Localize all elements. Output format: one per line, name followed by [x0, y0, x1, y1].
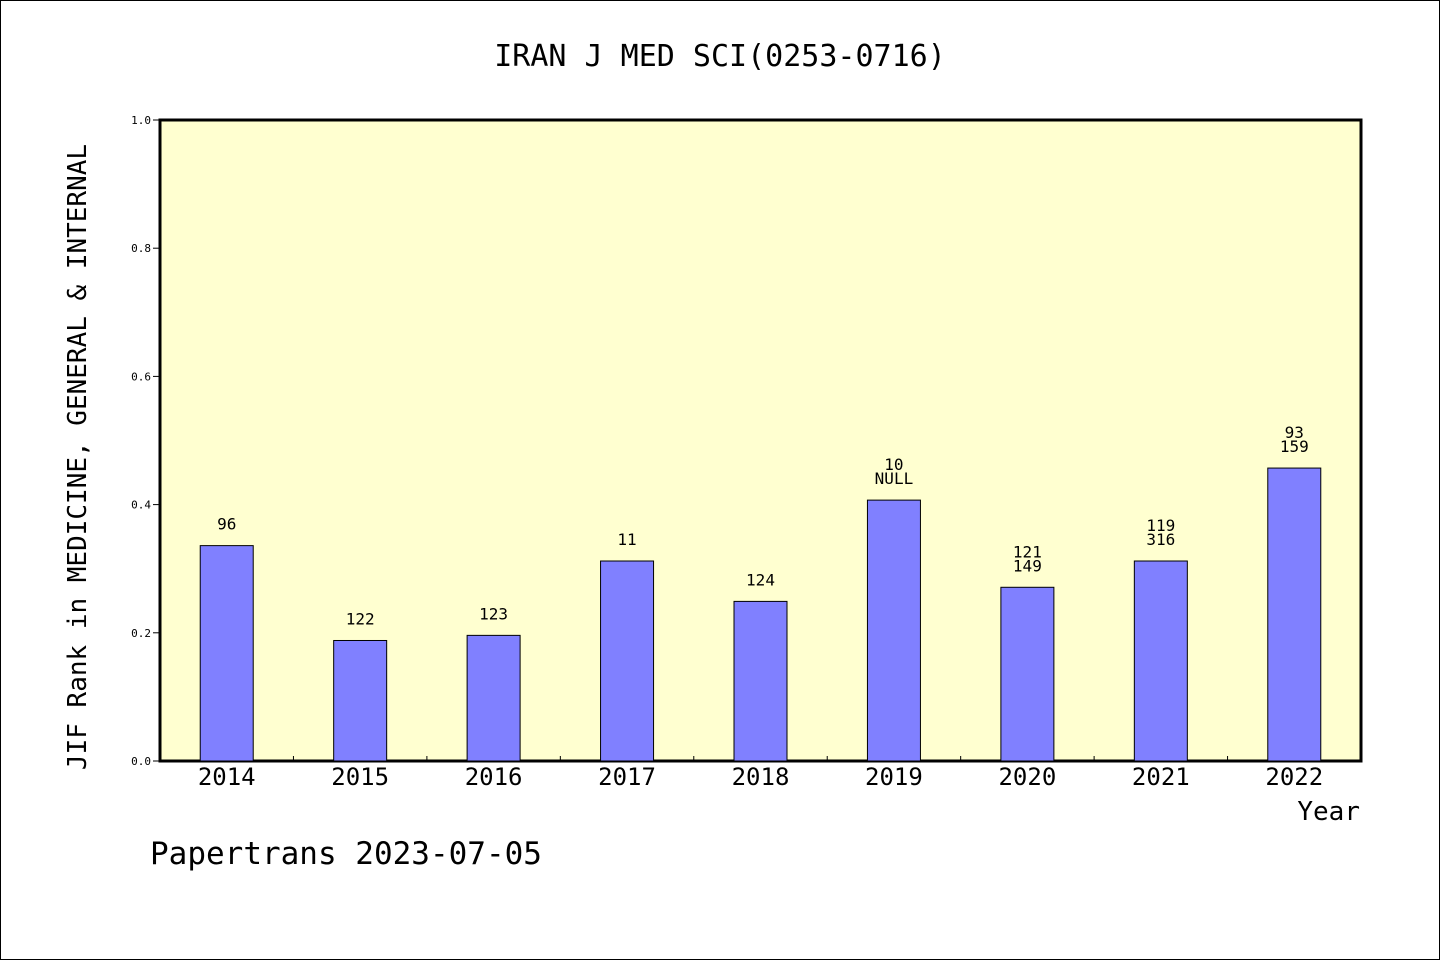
- bar-data-label: 124: [746, 570, 775, 589]
- bar-2015: [333, 639, 388, 762]
- bar-2017: [600, 560, 655, 762]
- bar-2021: [1133, 560, 1188, 762]
- y-tick-label: 0.8: [131, 242, 151, 255]
- bar-2019: [866, 499, 921, 762]
- x-tick-label: 2019: [865, 763, 923, 791]
- y-tick-label: 0.0: [131, 755, 151, 768]
- y-axis-ticks: 0.0 0.2 0.4 0.6 0.8 1.0: [131, 114, 160, 768]
- bar-data-label: 149: [1013, 556, 1042, 575]
- bar-data-label: 121: [1013, 542, 1042, 561]
- bar-data-label: 123: [479, 604, 508, 623]
- x-tick-label: 2020: [998, 763, 1056, 791]
- bar-data-label: 119: [1146, 516, 1175, 535]
- bar-2016: [466, 634, 521, 762]
- y-tick-label: 0.4: [131, 499, 151, 512]
- x-tick-label: 2018: [732, 763, 790, 791]
- x-tick-label: 2015: [331, 763, 389, 791]
- y-tick-label: 1.0: [131, 114, 151, 127]
- y-axis-label: JIF Rank in MEDICINE, GENERAL & INTERNAL: [63, 144, 93, 770]
- x-axis-label: Year: [1297, 797, 1360, 827]
- bar-data-label: 159: [1280, 437, 1309, 456]
- bar-2014: [199, 545, 254, 762]
- bar-data-label: 316: [1146, 530, 1175, 549]
- x-tick-label: 2016: [465, 763, 523, 791]
- x-tick-label: 2017: [598, 763, 656, 791]
- x-tick-label: 2022: [1265, 763, 1323, 791]
- x-tick-label: 2021: [1132, 763, 1190, 791]
- bar-data-label: NULL: [875, 469, 914, 488]
- bar-2020: [1000, 586, 1055, 762]
- chart-title: IRAN J MED SCI(0253-0716): [494, 39, 946, 74]
- x-tick-label: 2014: [198, 763, 256, 791]
- y-tick-label: 0.6: [131, 370, 151, 383]
- y-tick-label: 0.2: [131, 627, 151, 640]
- bar-data-label: 93: [1285, 423, 1304, 442]
- bar-2018: [733, 600, 788, 762]
- bar-data-label: 122: [346, 609, 375, 628]
- bar-data-label: 11: [617, 530, 636, 549]
- x-axis-ticks: 2014 2015 2016 2017 2018 2019 2020 2021 2022: [198, 756, 1323, 791]
- footer-credit: Papertrans 2023-07-05: [150, 836, 542, 872]
- bar-data-label: 96: [217, 515, 236, 534]
- bar-data-label: 10: [884, 455, 903, 474]
- bar-2022: [1267, 467, 1322, 762]
